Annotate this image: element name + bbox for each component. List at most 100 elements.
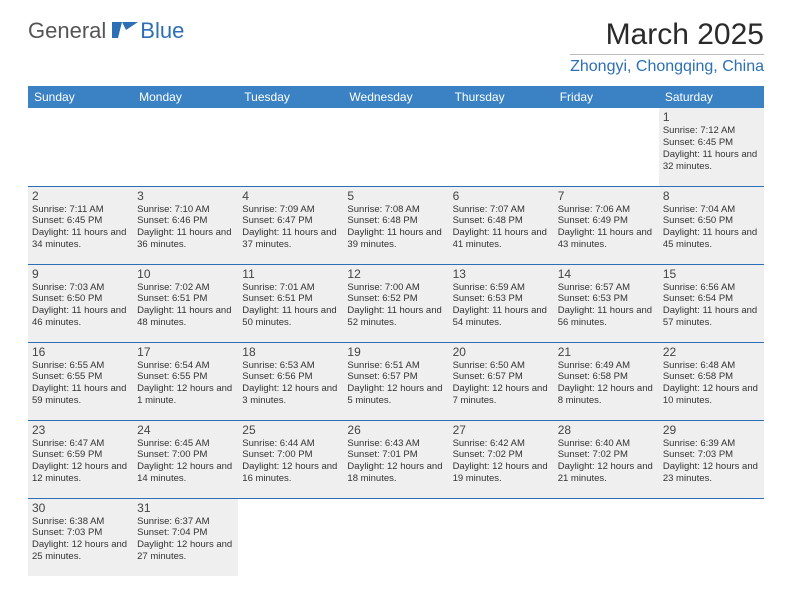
calendar-week: 9Sunrise: 7:03 AMSunset: 6:50 PMDaylight… <box>28 264 764 342</box>
day-number: 19 <box>347 345 444 359</box>
day-cell: 3Sunrise: 7:10 AMSunset: 6:46 PMDaylight… <box>133 186 238 264</box>
day-number: 25 <box>242 423 339 437</box>
day-info: Sunrise: 7:04 AMSunset: 6:50 PMDaylight:… <box>663 204 760 252</box>
empty-cell <box>554 108 659 186</box>
day-number: 7 <box>558 189 655 203</box>
day-cell: 16Sunrise: 6:55 AMSunset: 6:55 PMDayligh… <box>28 342 133 420</box>
empty-cell <box>659 498 764 576</box>
day-number: 24 <box>137 423 234 437</box>
day-cell: 4Sunrise: 7:09 AMSunset: 6:47 PMDaylight… <box>238 186 343 264</box>
day-cell: 15Sunrise: 6:56 AMSunset: 6:54 PMDayligh… <box>659 264 764 342</box>
day-info: Sunrise: 6:39 AMSunset: 7:03 PMDaylight:… <box>663 438 760 486</box>
day-cell: 25Sunrise: 6:44 AMSunset: 7:00 PMDayligh… <box>238 420 343 498</box>
day-info: Sunrise: 6:44 AMSunset: 7:00 PMDaylight:… <box>242 438 339 486</box>
day-info: Sunrise: 6:50 AMSunset: 6:57 PMDaylight:… <box>453 360 550 408</box>
day-cell: 28Sunrise: 6:40 AMSunset: 7:02 PMDayligh… <box>554 420 659 498</box>
calendar-week: 30Sunrise: 6:38 AMSunset: 7:03 PMDayligh… <box>28 498 764 576</box>
day-number: 23 <box>32 423 129 437</box>
month-title: March 2025 <box>570 18 764 52</box>
logo-flag-icon <box>112 20 138 43</box>
day-info: Sunrise: 6:55 AMSunset: 6:55 PMDaylight:… <box>32 360 129 408</box>
day-info: Sunrise: 7:00 AMSunset: 6:52 PMDaylight:… <box>347 282 444 330</box>
day-info: Sunrise: 6:57 AMSunset: 6:53 PMDaylight:… <box>558 282 655 330</box>
calendar-week: 23Sunrise: 6:47 AMSunset: 6:59 PMDayligh… <box>28 420 764 498</box>
day-number: 9 <box>32 267 129 281</box>
day-info: Sunrise: 6:45 AMSunset: 7:00 PMDaylight:… <box>137 438 234 486</box>
empty-cell <box>343 498 448 576</box>
day-number: 22 <box>663 345 760 359</box>
day-number: 21 <box>558 345 655 359</box>
day-info: Sunrise: 6:48 AMSunset: 6:58 PMDaylight:… <box>663 360 760 408</box>
day-number: 29 <box>663 423 760 437</box>
day-header: Thursday <box>449 86 554 108</box>
day-cell: 9Sunrise: 7:03 AMSunset: 6:50 PMDaylight… <box>28 264 133 342</box>
location-subtitle: Zhongyi, Chongqing, China <box>570 54 764 76</box>
title-block: March 2025 Zhongyi, Chongqing, China <box>570 18 764 76</box>
calendar-body: 1Sunrise: 7:12 AMSunset: 6:45 PMDaylight… <box>28 108 764 576</box>
day-info: Sunrise: 6:56 AMSunset: 6:54 PMDaylight:… <box>663 282 760 330</box>
page-header: General Blue March 2025 Zhongyi, Chongqi… <box>28 18 764 76</box>
day-cell: 19Sunrise: 6:51 AMSunset: 6:57 PMDayligh… <box>343 342 448 420</box>
day-number: 28 <box>558 423 655 437</box>
empty-cell <box>28 108 133 186</box>
day-cell: 27Sunrise: 6:42 AMSunset: 7:02 PMDayligh… <box>449 420 554 498</box>
empty-cell <box>449 498 554 576</box>
day-info: Sunrise: 7:10 AMSunset: 6:46 PMDaylight:… <box>137 204 234 252</box>
day-cell: 29Sunrise: 6:39 AMSunset: 7:03 PMDayligh… <box>659 420 764 498</box>
empty-cell <box>238 108 343 186</box>
day-info: Sunrise: 6:51 AMSunset: 6:57 PMDaylight:… <box>347 360 444 408</box>
day-number: 4 <box>242 189 339 203</box>
day-number: 27 <box>453 423 550 437</box>
day-number: 12 <box>347 267 444 281</box>
logo: General Blue <box>28 18 184 44</box>
day-number: 8 <box>663 189 760 203</box>
day-info: Sunrise: 6:47 AMSunset: 6:59 PMDaylight:… <box>32 438 129 486</box>
day-number: 15 <box>663 267 760 281</box>
day-cell: 24Sunrise: 6:45 AMSunset: 7:00 PMDayligh… <box>133 420 238 498</box>
day-number: 30 <box>32 501 129 515</box>
day-info: Sunrise: 6:59 AMSunset: 6:53 PMDaylight:… <box>453 282 550 330</box>
calendar-week: 1Sunrise: 7:12 AMSunset: 6:45 PMDaylight… <box>28 108 764 186</box>
day-number: 20 <box>453 345 550 359</box>
day-cell: 7Sunrise: 7:06 AMSunset: 6:49 PMDaylight… <box>554 186 659 264</box>
day-number: 13 <box>453 267 550 281</box>
day-cell: 10Sunrise: 7:02 AMSunset: 6:51 PMDayligh… <box>133 264 238 342</box>
day-cell: 13Sunrise: 6:59 AMSunset: 6:53 PMDayligh… <box>449 264 554 342</box>
day-cell: 23Sunrise: 6:47 AMSunset: 6:59 PMDayligh… <box>28 420 133 498</box>
logo-text-blue: Blue <box>140 18 184 44</box>
day-info: Sunrise: 7:09 AMSunset: 6:47 PMDaylight:… <box>242 204 339 252</box>
empty-cell <box>554 498 659 576</box>
day-number: 6 <box>453 189 550 203</box>
day-info: Sunrise: 6:37 AMSunset: 7:04 PMDaylight:… <box>137 516 234 564</box>
day-number: 31 <box>137 501 234 515</box>
day-info: Sunrise: 7:08 AMSunset: 6:48 PMDaylight:… <box>347 204 444 252</box>
day-info: Sunrise: 6:49 AMSunset: 6:58 PMDaylight:… <box>558 360 655 408</box>
empty-cell <box>238 498 343 576</box>
day-cell: 6Sunrise: 7:07 AMSunset: 6:48 PMDaylight… <box>449 186 554 264</box>
day-info: Sunrise: 7:06 AMSunset: 6:49 PMDaylight:… <box>558 204 655 252</box>
day-cell: 26Sunrise: 6:43 AMSunset: 7:01 PMDayligh… <box>343 420 448 498</box>
day-info: Sunrise: 7:02 AMSunset: 6:51 PMDaylight:… <box>137 282 234 330</box>
day-info: Sunrise: 6:42 AMSunset: 7:02 PMDaylight:… <box>453 438 550 486</box>
empty-cell <box>133 108 238 186</box>
day-header: Monday <box>133 86 238 108</box>
day-cell: 31Sunrise: 6:37 AMSunset: 7:04 PMDayligh… <box>133 498 238 576</box>
day-cell: 30Sunrise: 6:38 AMSunset: 7:03 PMDayligh… <box>28 498 133 576</box>
day-header: Sunday <box>28 86 133 108</box>
logo-text-general: General <box>28 18 106 44</box>
day-cell: 2Sunrise: 7:11 AMSunset: 6:45 PMDaylight… <box>28 186 133 264</box>
calendar-week: 2Sunrise: 7:11 AMSunset: 6:45 PMDaylight… <box>28 186 764 264</box>
day-info: Sunrise: 7:03 AMSunset: 6:50 PMDaylight:… <box>32 282 129 330</box>
day-cell: 18Sunrise: 6:53 AMSunset: 6:56 PMDayligh… <box>238 342 343 420</box>
day-number: 18 <box>242 345 339 359</box>
day-cell: 8Sunrise: 7:04 AMSunset: 6:50 PMDaylight… <box>659 186 764 264</box>
day-cell: 17Sunrise: 6:54 AMSunset: 6:55 PMDayligh… <box>133 342 238 420</box>
day-info: Sunrise: 7:12 AMSunset: 6:45 PMDaylight:… <box>663 125 760 173</box>
day-header: Saturday <box>659 86 764 108</box>
day-number: 1 <box>663 110 760 124</box>
empty-cell <box>343 108 448 186</box>
day-header: Tuesday <box>238 86 343 108</box>
day-info: Sunrise: 6:40 AMSunset: 7:02 PMDaylight:… <box>558 438 655 486</box>
day-cell: 1Sunrise: 7:12 AMSunset: 6:45 PMDaylight… <box>659 108 764 186</box>
day-info: Sunrise: 6:54 AMSunset: 6:55 PMDaylight:… <box>137 360 234 408</box>
